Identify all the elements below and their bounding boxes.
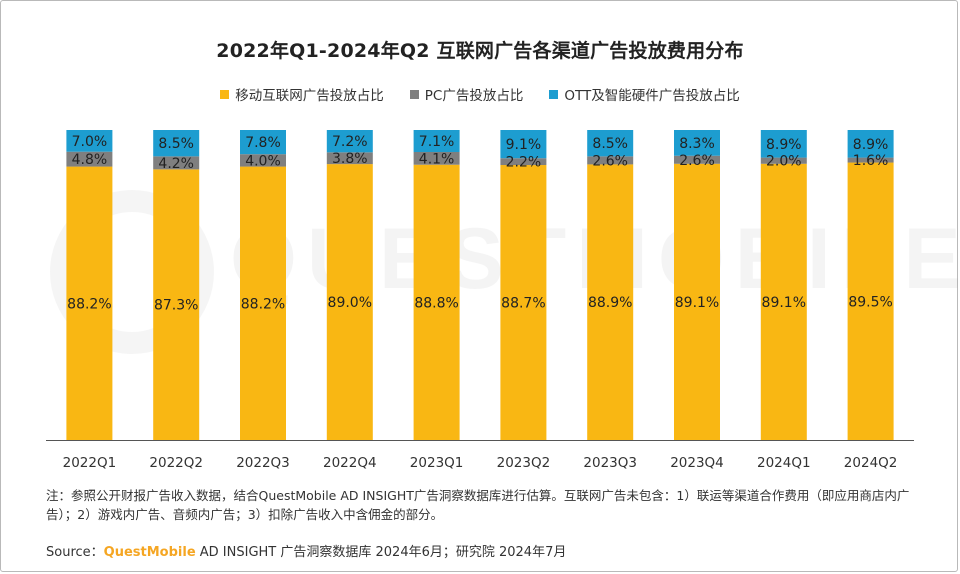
x-tick-label-2023Q2: 2023Q2 xyxy=(497,455,551,471)
bar-mobile-2022Q4 xyxy=(326,164,373,440)
data-label-mobile-2024Q2: 89.5% xyxy=(848,294,892,310)
source-prefix: Source： xyxy=(46,545,104,560)
chart-legend: 移动互联网广告投放占比 PC广告投放占比 OTT及智能硬件广告投放占比 xyxy=(0,84,960,104)
data-label-pc-2022Q2: 4.2% xyxy=(158,156,194,172)
bar-mobile-2023Q4 xyxy=(674,163,720,441)
bar-ott-2023Q1 xyxy=(413,130,460,153)
bar-pc-2023Q1 xyxy=(413,152,460,165)
x-tick-label-2024Q1: 2024Q1 xyxy=(757,455,811,471)
data-label-ott-2022Q2: 8.5% xyxy=(158,136,194,152)
bar-ott-2024Q1 xyxy=(760,130,807,158)
x-tick-label-2022Q1: 2022Q1 xyxy=(63,455,117,471)
data-label-pc-2022Q3: 4.0% xyxy=(245,153,281,169)
bar-ott-2023Q2 xyxy=(500,130,547,159)
bar-pc-2022Q1 xyxy=(66,151,113,167)
x-tick-label-2023Q4: 2023Q4 xyxy=(670,455,724,471)
bar-mobile-2024Q1 xyxy=(760,163,807,441)
x-tick-label-2022Q4: 2022Q4 xyxy=(323,455,377,471)
data-label-pc-2023Q2: 2.2% xyxy=(506,155,542,171)
x-tick-label-2024Q2: 2024Q2 xyxy=(844,455,898,471)
data-label-mobile-2022Q4: 89.0% xyxy=(328,295,372,311)
bar-ott-2022Q1 xyxy=(66,130,113,152)
bar-pc-2023Q3 xyxy=(587,156,634,165)
legend-label-mobile: 移动互联网广告投放占比 xyxy=(235,88,384,104)
data-label-pc-2023Q1: 4.1% xyxy=(419,151,455,167)
source-line: Source：QuestMobile AD INSIGHT 广告洞察数据库 20… xyxy=(46,541,566,560)
legend-swatch-mobile xyxy=(220,89,230,99)
bar-pc-2024Q2 xyxy=(847,157,894,163)
bar-pc-2024Q1 xyxy=(760,157,807,164)
bar-ott-2022Q4 xyxy=(326,130,373,153)
data-label-ott-2023Q2: 9.1% xyxy=(506,137,542,153)
data-label-ott-2022Q3: 7.8% xyxy=(245,135,281,151)
data-label-ott-2023Q4: 8.3% xyxy=(679,136,715,152)
x-tick-label-2023Q3: 2023Q3 xyxy=(583,455,637,471)
source-rest: AD INSIGHT 广告洞察数据库 2024年6月；研究院 2024年7月 xyxy=(195,545,567,560)
bar-ott-2023Q3 xyxy=(587,130,634,157)
bar-pc-2022Q3 xyxy=(240,154,286,167)
legend-item-ott: OTT及智能硬件广告投放占比 xyxy=(549,84,740,104)
bar-pc-2023Q2 xyxy=(500,158,547,166)
legend-swatch-ott xyxy=(549,89,559,99)
bar-mobile-2023Q3 xyxy=(587,164,634,440)
legend-item-pc: PC广告投放占比 xyxy=(409,84,524,104)
data-label-mobile-2022Q3: 88.2% xyxy=(241,296,285,312)
data-label-mobile-2024Q1: 89.1% xyxy=(762,295,806,311)
data-label-mobile-2023Q2: 88.7% xyxy=(501,296,545,312)
legend-swatch-pc xyxy=(409,89,419,99)
bar-ott-2024Q2 xyxy=(847,130,894,158)
x-tick-label-2022Q3: 2022Q3 xyxy=(236,455,290,471)
x-tick-label-2022Q2: 2022Q2 xyxy=(149,455,203,471)
data-label-pc-2022Q4: 3.8% xyxy=(332,151,368,167)
data-label-ott-2024Q1: 8.9% xyxy=(766,137,802,153)
data-label-mobile-2023Q3: 88.9% xyxy=(588,295,632,311)
legend-label-ott: OTT及智能硬件广告投放占比 xyxy=(564,88,740,104)
bar-mobile-2022Q3 xyxy=(240,166,286,440)
bar-mobile-2023Q2 xyxy=(500,165,547,440)
data-label-pc-2022Q1: 4.8% xyxy=(72,152,108,168)
bar-mobile-2022Q2 xyxy=(153,169,200,440)
bar-pc-2022Q2 xyxy=(153,156,200,170)
bar-ott-2023Q4 xyxy=(674,130,720,156)
x-tick-label-2023Q1: 2023Q1 xyxy=(410,455,464,471)
data-label-pc-2023Q4: 2.6% xyxy=(679,153,715,169)
data-label-mobile-2022Q2: 87.3% xyxy=(154,298,198,314)
data-label-pc-2023Q3: 2.6% xyxy=(592,153,628,169)
bar-pc-2023Q4 xyxy=(674,155,720,164)
bar-ott-2022Q2 xyxy=(153,130,200,157)
bar-ott-2022Q3 xyxy=(240,130,286,155)
data-label-mobile-2023Q1: 88.8% xyxy=(414,295,458,311)
data-label-ott-2022Q1: 7.0% xyxy=(72,134,108,150)
data-label-ott-2023Q3: 8.5% xyxy=(592,136,628,152)
bar-mobile-2023Q1 xyxy=(413,164,460,440)
chart-note: 注：参照公开财报广告收入数据，结合QuestMobile AD INSIGHT广… xyxy=(46,488,910,522)
source-brand: QuestMobile xyxy=(103,545,196,560)
legend-label-pc: PC广告投放占比 xyxy=(424,88,524,104)
data-label-ott-2022Q4: 7.2% xyxy=(332,134,368,150)
data-label-pc-2024Q2: 1.6% xyxy=(853,153,889,169)
chart-title: 2022年Q1-2024年Q2 互联网广告各渠道广告投放费用分布 xyxy=(216,40,744,62)
bar-mobile-2024Q2 xyxy=(847,162,894,441)
data-label-ott-2024Q2: 8.9% xyxy=(853,137,889,153)
bar-mobile-2022Q1 xyxy=(66,166,113,440)
data-label-pc-2024Q1: 2.0% xyxy=(766,154,802,170)
data-label-ott-2023Q1: 7.1% xyxy=(419,134,455,150)
legend-item-mobile: 移动互联网广告投放占比 xyxy=(220,84,384,104)
data-label-mobile-2022Q1: 88.2% xyxy=(67,296,111,312)
bar-pc-2022Q4 xyxy=(326,152,373,165)
data-label-mobile-2023Q4: 89.1% xyxy=(675,295,719,311)
